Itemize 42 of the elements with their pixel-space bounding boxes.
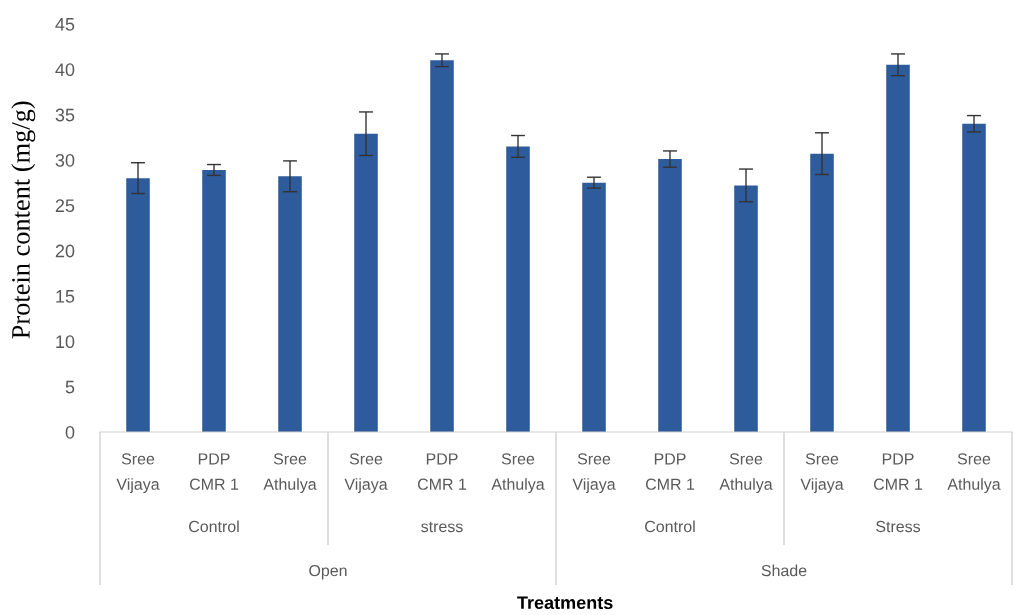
text: Control — [645, 520, 695, 533]
y-tick-label: 30 — [55, 153, 75, 167]
y-tick-label: 35 — [55, 108, 75, 122]
bar — [278, 176, 302, 432]
y-tick-label: 25 — [55, 199, 75, 213]
text: Control — [189, 520, 239, 533]
text: Stress — [876, 520, 921, 533]
y-axis-title: Protein content (mg/g) — [11, 101, 36, 339]
x-tick-label: Sree Vijaya — [572, 453, 616, 494]
x-tick-label: Sree Athulya — [491, 453, 545, 494]
y-tick-label: 45 — [55, 18, 75, 31]
x-tick-label: PDP CMR 1 — [645, 453, 695, 490]
x-tick-label: PDP CMR 1 — [873, 453, 923, 490]
text: Treatments — [517, 596, 613, 610]
y-tick-label: 15 — [56, 290, 75, 303]
bar — [354, 133, 378, 432]
bar — [202, 169, 226, 432]
x-tick-label: Sree Vijaya — [800, 453, 844, 494]
y-tick-label: 40 — [55, 63, 75, 77]
text: Open — [309, 564, 347, 580]
bar — [126, 178, 150, 432]
x-tick-label: Sree Athulya — [947, 453, 1001, 494]
x-tick-label: Sree Athulya — [263, 453, 317, 494]
bar — [430, 60, 454, 432]
bar — [734, 185, 758, 432]
y-tick-label: 20 — [55, 244, 75, 258]
y-tick-label: 10 — [56, 335, 75, 349]
y-tick-label: 5 — [65, 380, 75, 394]
x-tick-label: Sree Athulya — [719, 453, 773, 494]
text: Shade — [761, 564, 807, 577]
bar — [582, 182, 606, 432]
bar — [962, 123, 986, 432]
text: stress — [421, 521, 463, 533]
y-tick-label: 0 — [65, 425, 75, 439]
x-tick-label: Sree Vijaya — [116, 453, 160, 494]
x-tick-label: PDP CMR 1 — [189, 453, 239, 490]
bar — [506, 146, 530, 432]
bar — [886, 64, 910, 432]
x-tick-label: Sree Vijaya — [344, 453, 388, 494]
bar — [658, 159, 682, 432]
bar — [810, 153, 834, 432]
x-tick-label: PDP CMR 1 — [417, 453, 467, 490]
